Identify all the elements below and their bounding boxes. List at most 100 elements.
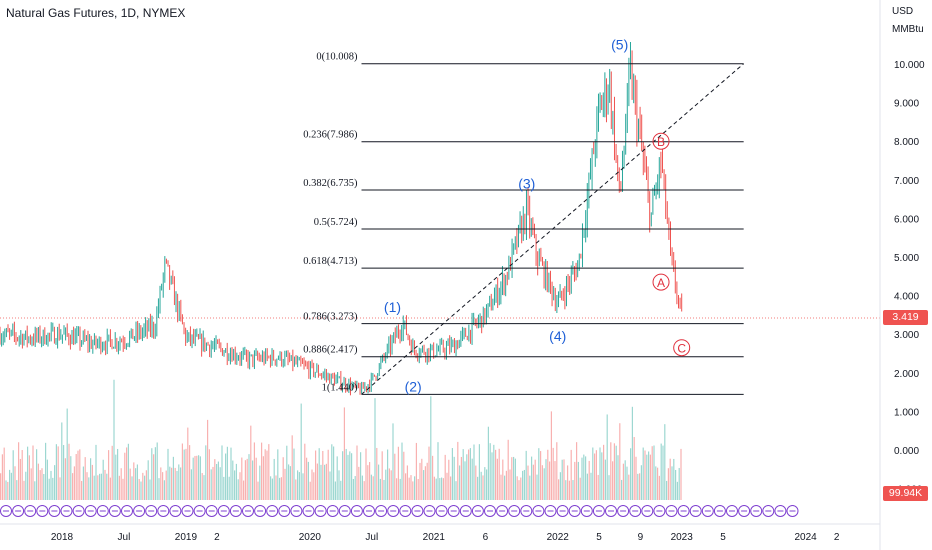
x-tick-label: 2023	[671, 532, 694, 543]
cycle-marker	[544, 505, 557, 517]
volume-bar	[315, 450, 317, 500]
volume-bar	[417, 479, 419, 500]
wave-circle	[673, 339, 691, 357]
volume-bar	[552, 447, 554, 500]
cycle-marker	[568, 505, 581, 517]
fib-level-label: 0.5(5.724)	[314, 217, 358, 228]
volume-bar	[570, 449, 572, 500]
volume-bar	[180, 467, 182, 500]
y-tick-label: 9.000	[894, 99, 919, 110]
volume-bar	[25, 471, 27, 500]
volume-bar	[345, 448, 347, 500]
volume-bar	[302, 473, 304, 500]
volume-bar	[390, 470, 392, 500]
volume-bar	[464, 461, 466, 500]
x-tick-label: 2020	[299, 532, 322, 543]
volume-bar	[583, 454, 585, 500]
volume-bar	[405, 473, 407, 500]
volume-bar	[522, 470, 524, 500]
chart-title: Natural Gas Futures, 1D, NYMEX	[6, 6, 186, 20]
volume-bar	[122, 478, 124, 500]
volume-bar	[84, 457, 86, 500]
volume-bar	[252, 460, 254, 500]
volume-bar	[468, 449, 470, 500]
volume-bar	[480, 471, 482, 500]
volume-bar	[433, 476, 435, 500]
volume-bar	[190, 469, 192, 500]
wave-label: A	[657, 276, 665, 290]
volume-bar	[106, 473, 108, 500]
volume-bar	[212, 466, 214, 500]
y-tick-label: 8.000	[894, 137, 919, 148]
volume-bar	[475, 465, 477, 500]
volume-bars	[0, 317, 880, 500]
volume-bar	[612, 461, 614, 500]
volume-bar	[676, 481, 678, 500]
volume-bar	[97, 475, 99, 500]
cycle-marker	[254, 505, 267, 517]
wave-circle	[652, 132, 670, 150]
y-tick-label: 5.000	[894, 253, 919, 264]
volume-bar	[246, 458, 248, 500]
volume-bar	[342, 451, 344, 500]
volume-bar	[414, 476, 416, 500]
volume-bar	[543, 468, 545, 500]
x-tick-label: Jul	[118, 532, 131, 543]
volume-bar	[1, 454, 3, 500]
volume-bar	[372, 476, 374, 500]
cycle-marker	[447, 505, 460, 517]
volume-bar	[243, 480, 245, 500]
y-tick-label: 3.000	[894, 330, 919, 341]
volume-bar	[293, 448, 295, 500]
volume-bar	[378, 464, 380, 500]
volume-bar	[129, 468, 131, 500]
volume-bar	[626, 466, 628, 500]
volume-bar	[169, 466, 171, 500]
volume-bar	[187, 427, 189, 500]
volume-bar	[266, 450, 268, 500]
cycle-marker	[653, 505, 666, 517]
volume-bar	[536, 474, 538, 500]
volume-bar	[478, 444, 480, 500]
volume-bar	[331, 444, 333, 500]
cycle-marker	[145, 505, 158, 517]
volume-bar	[34, 481, 36, 500]
volume-bar	[617, 455, 619, 500]
trendline[interactable]	[361, 63, 744, 395]
volume-bar	[671, 466, 673, 500]
volume-bar	[221, 445, 223, 500]
volume-bar	[147, 460, 149, 500]
volume-bar	[561, 459, 563, 500]
cycle-marker	[496, 505, 509, 517]
volume-bar	[558, 479, 560, 500]
fib-retracement[interactable]: 0(10.008) 0.236(7.986) 0.382(6.735) 0.5(5.7…	[303, 52, 744, 395]
volume-bar	[165, 470, 167, 500]
volume-bar	[19, 458, 21, 500]
volume-bar	[658, 475, 660, 500]
volume-bar	[75, 454, 77, 500]
volume-bar	[469, 448, 471, 500]
cycle-marker	[242, 505, 254, 517]
volume-bar	[127, 443, 129, 500]
wave-labels: (1) (2) (3) (4) (5) A B C	[384, 37, 691, 394]
volume-bar	[207, 419, 209, 500]
volume-bar	[595, 450, 597, 500]
volume-bar	[460, 456, 462, 500]
cycle-marker	[24, 505, 37, 517]
volume-bar	[437, 442, 439, 500]
cycle-marker	[605, 505, 617, 517]
cycle-marker	[266, 505, 279, 517]
cycle-marker	[471, 505, 484, 517]
volume-bar	[86, 472, 88, 500]
volume-bar	[100, 473, 102, 500]
volume-bar	[586, 473, 588, 500]
volume-bar	[93, 475, 95, 500]
cycle-marker	[302, 505, 315, 517]
volume-bar	[99, 473, 101, 500]
volume-bar	[210, 469, 212, 500]
volume-bar	[358, 466, 360, 500]
volume-bar	[156, 442, 158, 500]
volume-bar	[352, 479, 354, 500]
volume-bar	[336, 456, 338, 500]
